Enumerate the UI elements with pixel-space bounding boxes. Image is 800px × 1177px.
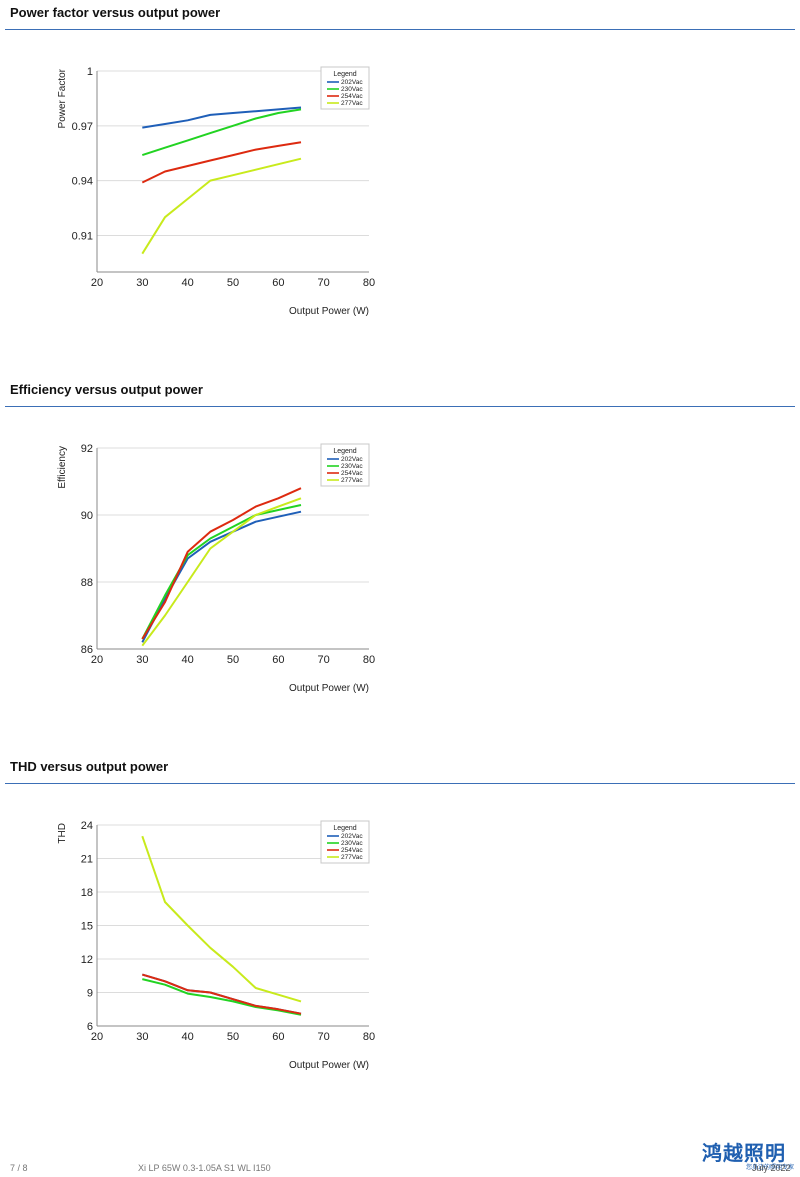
legend-entry: 277Vac [341, 100, 363, 107]
y-tick-label: 15 [81, 921, 93, 933]
series-line-202vac [142, 106, 302, 129]
x-tick-label: 30 [136, 1031, 148, 1043]
series-line-254vac [142, 973, 302, 1015]
x-tick-label: 70 [318, 277, 330, 289]
section-divider [5, 406, 795, 407]
y-tick-label: 86 [81, 644, 93, 656]
legend-title: Legend [333, 825, 356, 832]
y-axis-label: THD [57, 823, 68, 844]
x-tick-label: 70 [318, 1031, 330, 1043]
legend-entry: 254Vac [341, 93, 363, 100]
x-tick-label: 40 [182, 654, 194, 666]
series-line-230vac [141, 504, 302, 640]
x-tick-label: 20 [91, 654, 103, 666]
legend-box [320, 820, 370, 864]
y-axis-label: Power Factor [57, 68, 68, 128]
section-title-thd: THD versus output power [10, 759, 169, 774]
legend-entry: 202Vac [341, 833, 363, 840]
x-tick-label: 80 [363, 1031, 375, 1043]
y-tick-label: 90 [81, 510, 93, 522]
series-line-230vac [142, 978, 302, 1016]
series-line-254vac [141, 141, 302, 184]
x-tick-label: 30 [136, 277, 148, 289]
x-tick-label: 20 [91, 1031, 103, 1043]
legend-title: Legend [333, 448, 356, 455]
brand-logo-text: 鸿越照明 [702, 1141, 786, 1165]
legend-entry: 230Vac [341, 463, 363, 470]
brand-logo: 鸿越照明 您身边的照明专家 [702, 1142, 794, 1174]
x-tick-label: 60 [272, 654, 284, 666]
x-tick-label: 60 [272, 277, 284, 289]
chart-efficiency: 92 90 88 86 20 30 40 50 60 70 80 Output Power (W) Ef… [0, 417, 400, 707]
y-tick-label: 12 [81, 954, 93, 966]
y-tick-label: 0.94 [72, 176, 93, 188]
footer-page-number: 7 / 8 [10, 1163, 28, 1173]
x-tick-label: 40 [182, 277, 194, 289]
legend-entry: 230Vac [341, 840, 363, 847]
legend-box [320, 443, 370, 487]
series-line-277vac [141, 835, 302, 1003]
x-tick-label: 50 [227, 654, 239, 666]
series-line-277vac [141, 157, 302, 255]
y-axis-label: Efficiency [57, 446, 68, 489]
y-tick-label: 1 [87, 66, 93, 78]
y-tick-label: 0.97 [72, 121, 93, 133]
series-line-277vac [141, 497, 302, 647]
y-tick-label: 21 [81, 854, 93, 866]
legend-title: Legend [333, 71, 356, 78]
legend-entry: 254Vac [341, 847, 363, 854]
x-tick-label: 20 [91, 277, 103, 289]
chart-power-factor: 1 0.97 0.94 0.91 20 30 40 50 60 70 80 Output Power … [0, 40, 400, 330]
legend-entry: 202Vac [341, 456, 363, 463]
x-axis-label: Output Power (W) [289, 306, 369, 317]
legend-box [320, 66, 370, 110]
section-divider [5, 783, 795, 784]
y-tick-label: 0.91 [72, 230, 93, 242]
y-tick-label: 18 [81, 887, 93, 899]
section-divider [5, 29, 795, 30]
section-title-power-factor: Power factor versus output power [10, 5, 221, 20]
y-tick-label: 24 [81, 820, 93, 832]
y-tick-label: 9 [87, 988, 93, 1000]
y-tick-label: 92 [81, 443, 93, 455]
legend-entry: 277Vac [341, 854, 363, 861]
footer-date: July 2022 [752, 1163, 791, 1173]
x-tick-label: 60 [272, 1031, 284, 1043]
x-tick-label: 30 [136, 654, 148, 666]
y-tick-label: 6 [87, 1021, 93, 1033]
legend-entry: 277Vac [341, 477, 363, 484]
x-tick-label: 80 [363, 277, 375, 289]
footer-product-name: Xi LP 65W 0.3-1.05A S1 WL I150 [138, 1163, 271, 1173]
x-axis-label: Output Power (W) [289, 683, 369, 694]
chart-thd: 24 21 18 15 12 9 6 20 30 40 50 60 70 80 Output Power (… [0, 794, 400, 1084]
x-tick-label: 70 [318, 654, 330, 666]
y-tick-label: 88 [81, 577, 93, 589]
x-tick-label: 50 [227, 1031, 239, 1043]
brand-logo-tagline: 您身边的照明专家 [745, 1165, 794, 1171]
x-tick-label: 40 [182, 1031, 194, 1043]
series-line-202vac [141, 510, 302, 643]
legend-entry: 202Vac [341, 79, 363, 86]
legend-entry: 230Vac [341, 86, 363, 93]
x-tick-label: 50 [227, 277, 239, 289]
legend-entry: 254Vac [341, 470, 363, 477]
series-line-254vac [141, 487, 302, 640]
section-title-efficiency: Efficiency versus output power [10, 382, 203, 397]
series-line-230vac [141, 108, 302, 157]
x-axis-label: Output Power (W) [289, 1060, 369, 1071]
x-tick-label: 80 [363, 654, 375, 666]
